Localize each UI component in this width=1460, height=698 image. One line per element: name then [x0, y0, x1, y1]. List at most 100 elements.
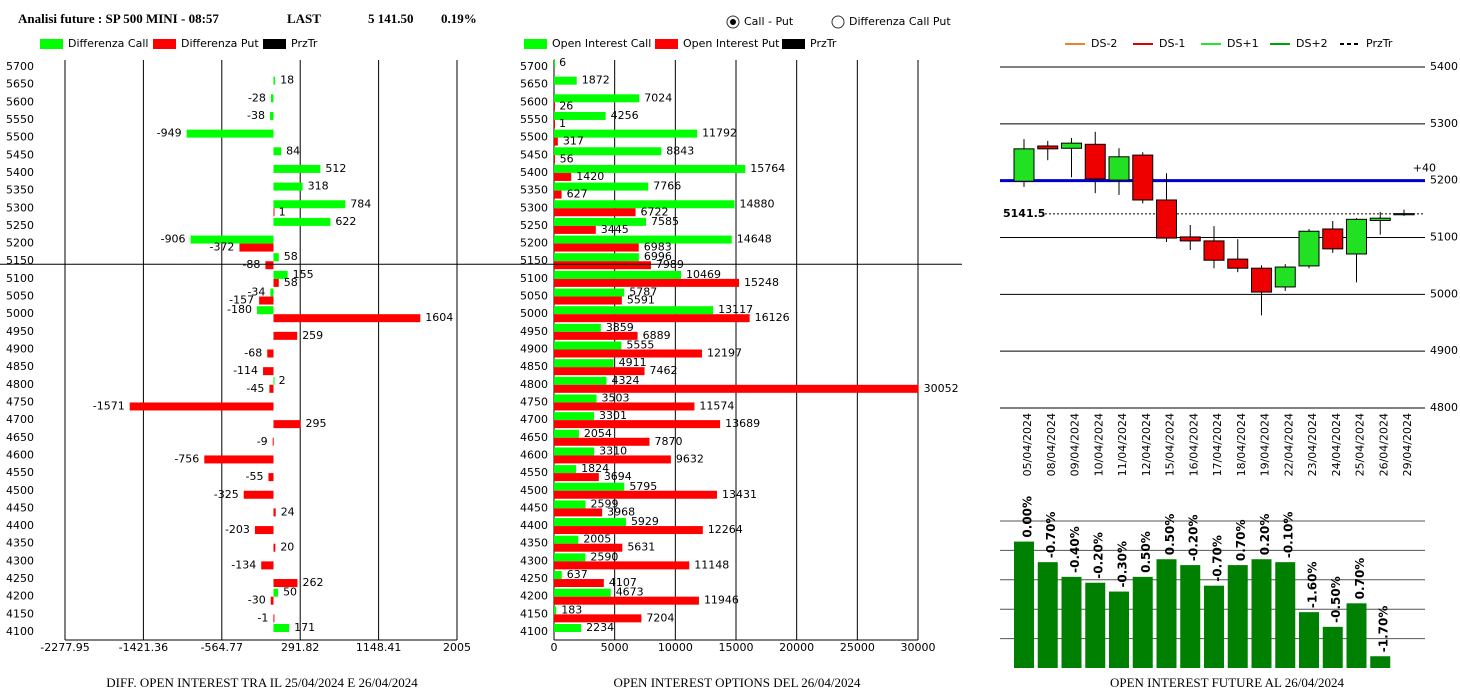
y-tick-label: 4750	[520, 395, 548, 408]
bar	[190, 235, 274, 244]
bar-value-label: 7766	[653, 180, 681, 193]
bar	[554, 288, 625, 297]
x-tick-label: 29/04/2024	[1401, 413, 1414, 476]
y-tick-label: 4600	[6, 448, 34, 461]
bar-value-label: 622	[335, 215, 356, 228]
bar	[1180, 565, 1201, 668]
legend-swatch	[263, 39, 286, 49]
bar-value-label: 171	[294, 621, 315, 634]
bar	[273, 278, 279, 287]
bar-value-label: 3859	[606, 321, 634, 334]
candle-body	[1156, 199, 1177, 239]
last-value: 5 141.50	[368, 11, 414, 26]
bar-value-label: 7204	[646, 611, 674, 624]
y-tick-label: 4900	[6, 343, 34, 356]
radio-label[interactable]: Differenza Call Put	[849, 15, 951, 28]
legend-swatch	[782, 39, 805, 49]
x-tick-label: 17/04/2024	[1211, 413, 1224, 476]
y-tick-label: 5050	[6, 290, 34, 303]
x-tick-label: 0	[551, 641, 558, 654]
bar	[257, 306, 274, 315]
bar	[554, 111, 606, 120]
bar-value-label: 11574	[699, 399, 734, 412]
bar-value-label: 155	[293, 268, 314, 281]
x-tick-label: 15000	[719, 641, 754, 654]
bar-value-label: 26	[559, 99, 573, 112]
bar	[554, 588, 611, 597]
candle-body	[1013, 148, 1035, 182]
x-tick-label: 05/04/2024	[1021, 413, 1034, 476]
y-tick-label: 5500	[520, 131, 548, 144]
bar-value-label: 14648	[737, 233, 772, 246]
x-tick-label: 20000	[779, 641, 814, 654]
legend-label: Open Interest Call	[552, 37, 651, 50]
candle-body	[1061, 142, 1082, 149]
bar	[554, 323, 601, 332]
bar	[554, 164, 746, 173]
bar	[554, 349, 702, 358]
y-tick-label: 5400	[1430, 60, 1458, 73]
y-tick-label: 5700	[6, 60, 34, 73]
bar	[554, 155, 555, 164]
radio-button[interactable]	[831, 15, 845, 29]
y-tick-label: 4150	[520, 607, 548, 620]
legend-label: PrzTr	[1366, 37, 1393, 50]
bar-value-label: 5787	[629, 286, 657, 299]
y-tick-label: 4400	[6, 519, 34, 532]
bar-label: 0.50%	[1163, 514, 1177, 556]
last-caption: LAST	[287, 11, 321, 26]
bar	[554, 261, 651, 270]
bar-value-label: 183	[561, 603, 582, 616]
bar-value-label: 5795	[629, 480, 657, 493]
y-tick-label: 4850	[6, 360, 34, 373]
y-tick-label: 5000	[1430, 287, 1458, 300]
x-tick-label: 16/04/2024	[1187, 413, 1200, 476]
bar	[554, 579, 604, 588]
bar-value-label: 317	[563, 135, 584, 148]
bar	[273, 147, 282, 156]
bar-value-label: 1604	[425, 311, 453, 324]
bar	[554, 508, 603, 517]
header-title: Analisi future : SP 500 MINI - 08:57	[18, 11, 219, 26]
bar-value-label: 2599	[591, 497, 619, 510]
bar-label: -0.30%	[1116, 541, 1130, 588]
bar	[554, 490, 717, 499]
y-tick-label: 4650	[6, 431, 34, 444]
legend-label: Differenza Call	[68, 37, 148, 50]
bar	[554, 543, 623, 552]
legend-swatch	[524, 39, 547, 49]
bar-value-label: 50	[283, 586, 297, 599]
y-tick-label: 5100	[520, 272, 548, 285]
bar	[554, 331, 638, 340]
candle-body	[1298, 230, 1320, 267]
bar-value-label: -203	[225, 523, 250, 536]
bar	[554, 596, 699, 605]
y-tick-label: 4250	[520, 572, 548, 585]
candle-body	[1037, 145, 1059, 150]
bar-value-label: 4256	[611, 109, 639, 122]
bar-value-label: 11792	[702, 127, 737, 140]
y-tick-label: 5700	[520, 60, 548, 73]
y-tick-label: 4700	[6, 413, 34, 426]
y-tick-label: 5450	[6, 148, 34, 161]
x-tick-label: 25/04/2024	[1354, 413, 1367, 476]
y-tick-label: 4950	[520, 325, 548, 338]
candle-body	[1369, 217, 1391, 221]
bar	[273, 508, 276, 517]
bar	[554, 367, 645, 376]
radio-label[interactable]: Call - Put	[744, 15, 794, 28]
bar	[554, 614, 642, 623]
y-tick-label: 4800	[520, 378, 548, 391]
bar	[554, 172, 572, 181]
bar	[554, 270, 682, 279]
bar-value-label: -157	[229, 294, 254, 307]
bar	[554, 553, 586, 562]
bar-value-label: -949	[157, 127, 182, 140]
y-tick-label: 4900	[1430, 344, 1458, 357]
bar	[1227, 565, 1248, 668]
y-tick-label: 5600	[520, 95, 548, 108]
bar-value-label: 5591	[627, 294, 655, 307]
bar	[554, 624, 582, 632]
bar	[1085, 582, 1106, 668]
x-tick-label: 15/04/2024	[1164, 413, 1177, 476]
